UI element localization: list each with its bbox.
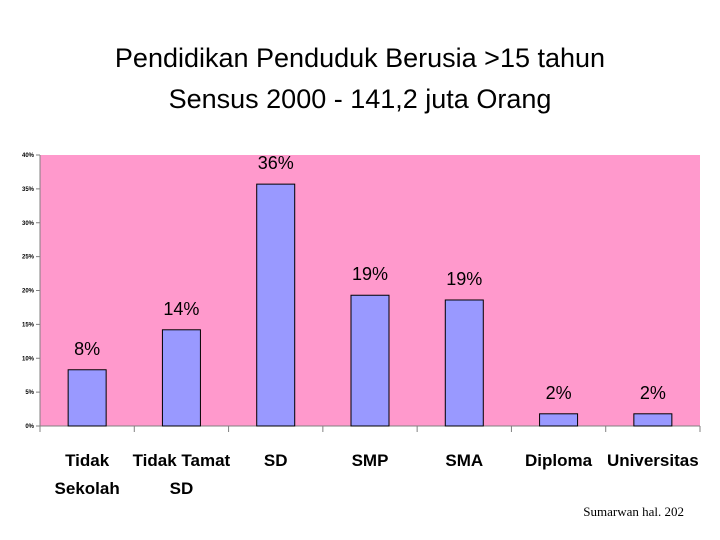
- x-category-label: SD: [264, 451, 288, 470]
- bars: [67, 183, 673, 427]
- x-category-label: Diploma: [525, 451, 593, 470]
- y-tick-label: 15%: [22, 322, 35, 328]
- bar: [256, 183, 296, 427]
- x-axis-categories: Tidak Sekolah Tidak Tamat SD SD SMP SMA Diploma…: [55, 451, 699, 498]
- bar: [67, 369, 107, 427]
- bar: [539, 413, 579, 427]
- bar: [444, 299, 484, 427]
- y-tick-label: 25%: [22, 255, 35, 261]
- data-label: 36%: [258, 153, 294, 173]
- data-label: 19%: [446, 269, 482, 289]
- x-category-label: SMA: [445, 451, 483, 470]
- data-labels: 8% 14% 36% 19% 19% 2% 2%: [74, 153, 666, 403]
- y-tick-label: 40%: [22, 153, 35, 159]
- source-note: Sumarwan hal. 202: [583, 504, 684, 519]
- x-category-label: SD: [170, 479, 194, 498]
- x-category-label: Tidak Tamat: [133, 451, 231, 470]
- data-label: 19%: [352, 264, 388, 284]
- y-tick-label: 0%: [25, 424, 34, 430]
- bar: [161, 329, 201, 427]
- bar: [350, 294, 390, 427]
- x-category-label: Sekolah: [55, 479, 120, 498]
- y-tick-label: 10%: [22, 356, 35, 362]
- y-axis: 0% 5% 10% 15% 20% 25% 30% 35% 40%: [22, 153, 40, 430]
- y-tick-label: 5%: [25, 390, 34, 396]
- data-label: 14%: [163, 299, 199, 319]
- y-tick-label: 35%: [22, 187, 35, 193]
- data-label: 2%: [546, 383, 572, 403]
- x-category-label: SMP: [352, 451, 389, 470]
- x-category-label: Universitas: [607, 451, 699, 470]
- chart-title-line-2: Sensus 2000 - 141,2 juta Orang: [168, 84, 552, 114]
- chart-title: Pendidikan Penduduk Berusia >15 tahun Se…: [40, 38, 680, 120]
- data-label: 2%: [640, 383, 666, 403]
- y-tick-label: 30%: [22, 221, 35, 227]
- x-category-label: Tidak: [65, 451, 110, 470]
- y-tick-label: 20%: [22, 289, 35, 295]
- chart-title-line-1: Pendidikan Penduduk Berusia >15 tahun: [114, 43, 606, 73]
- bar: [633, 413, 673, 427]
- data-label: 8%: [74, 339, 100, 359]
